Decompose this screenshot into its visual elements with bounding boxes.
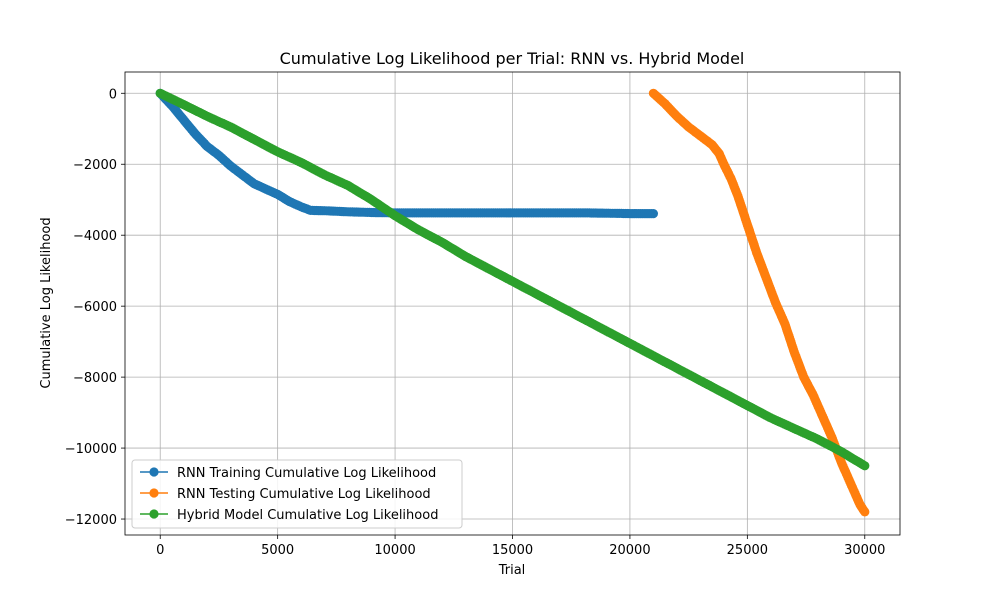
y-tick-label: 0	[109, 87, 117, 102]
legend-marker	[149, 467, 159, 477]
legend-label: RNN Training Cumulative Log Likelihood	[177, 466, 436, 481]
legend-label: RNN Testing Cumulative Log Likelihood	[177, 487, 431, 502]
y-tick-label: −8000	[73, 371, 117, 386]
y-tick-label: −6000	[73, 300, 117, 315]
y-tick-label: −10000	[65, 442, 117, 457]
series-2	[648, 88, 870, 517]
legend: RNN Training Cumulative Log Likelihood RN…	[131, 459, 463, 529]
data-point	[860, 507, 870, 517]
series-layer	[155, 88, 870, 517]
y-tick-label: −12000	[65, 513, 117, 528]
x-tick-label: 10000	[374, 543, 415, 558]
grid-layer	[125, 72, 900, 535]
series-3	[155, 88, 870, 471]
x-tick-label: 25000	[727, 543, 768, 558]
x-tick-label: 20000	[609, 543, 650, 558]
x-tick-label: 0	[156, 543, 164, 558]
legend-item: Hybrid Model Cumulative Log Likelihood	[140, 508, 438, 523]
x-tick-label: 5000	[261, 543, 294, 558]
legend-marker	[149, 509, 159, 519]
series-line	[159, 92, 654, 215]
data-point	[648, 209, 659, 219]
y-axis-label: Cumulative Log Likelihood	[39, 217, 54, 388]
legend-item: RNN Training Cumulative Log Likelihood	[140, 466, 436, 481]
x-tick-label: 30000	[844, 543, 885, 558]
data-point	[860, 461, 870, 471]
legend-marker	[149, 488, 159, 498]
series-1	[155, 88, 659, 219]
legend-label: Hybrid Model Cumulative Log Likelihood	[177, 508, 438, 523]
tick-layer: 0 5000 10000 15000 20000 25000 30000 0 −2000 −400…	[65, 87, 886, 558]
x-axis-label: Trial	[498, 563, 526, 578]
y-tick-label: −4000	[73, 229, 117, 244]
chart-title: Cumulative Log Likelihood per Trial: RNN…	[280, 49, 745, 68]
y-tick-label: −2000	[73, 158, 117, 173]
legend-box	[131, 459, 463, 529]
x-tick-label: 15000	[492, 543, 533, 558]
legend-item: RNN Testing Cumulative Log Likelihood	[140, 487, 431, 502]
